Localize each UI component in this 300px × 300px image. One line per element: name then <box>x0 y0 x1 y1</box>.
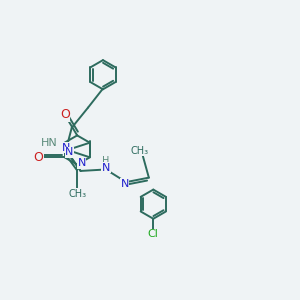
Text: N: N <box>102 163 110 173</box>
Text: CH₃: CH₃ <box>68 189 86 199</box>
Text: HN: HN <box>41 138 58 148</box>
Text: N: N <box>65 148 74 158</box>
Text: Cl: Cl <box>148 230 159 239</box>
Text: CH₃: CH₃ <box>131 146 149 156</box>
Text: O: O <box>60 108 70 121</box>
Text: N: N <box>120 178 129 189</box>
Text: O: O <box>33 151 43 164</box>
Text: N: N <box>77 158 86 168</box>
Text: N: N <box>61 142 70 152</box>
Text: H: H <box>102 156 109 166</box>
